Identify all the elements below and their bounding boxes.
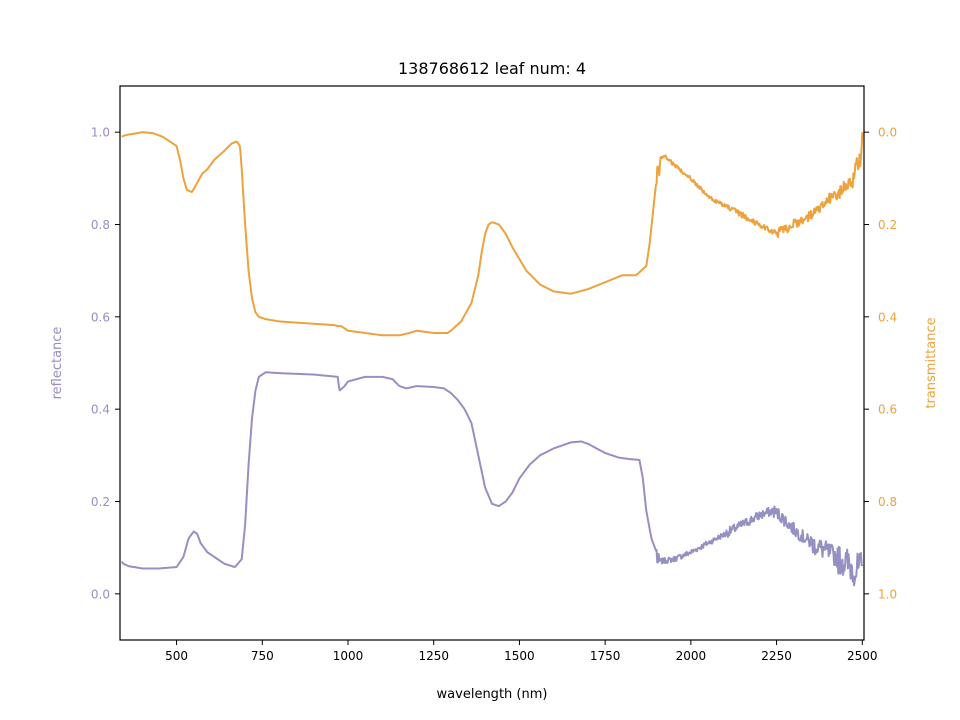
y-left-tick-label: 0.8 xyxy=(91,218,110,232)
y-left-tick-label: 0.6 xyxy=(91,310,110,324)
x-tick-label: 1250 xyxy=(418,649,449,663)
y-right-tick-label: 0.4 xyxy=(878,310,897,324)
x-tick-label: 1750 xyxy=(590,649,621,663)
reflectance-line xyxy=(120,371,864,587)
y-left-tick-label: 0.0 xyxy=(91,587,110,601)
x-tick-label: 500 xyxy=(165,649,188,663)
y-right-tick-label: 0.0 xyxy=(878,126,897,140)
y-right-tick-label: 0.6 xyxy=(878,403,897,417)
y-left-tick-label: 0.4 xyxy=(91,403,110,417)
x-axis: 500 750 1000 1250 1500 1750 2000 2250 2500 xyxy=(165,640,878,663)
axes-frame xyxy=(119,85,865,641)
x-tick-label: 2000 xyxy=(676,649,707,663)
x-tick-label: 750 xyxy=(251,649,274,663)
y-right-tick-label: 1.0 xyxy=(878,587,897,601)
series-layer xyxy=(120,131,864,587)
plot-area xyxy=(119,85,865,641)
y-right-tick-label: 0.8 xyxy=(878,495,897,509)
y-left-tick-label: 1.0 xyxy=(91,126,110,140)
x-axis-label: wavelength (nm) xyxy=(437,687,548,702)
y-left-tick-label: 0.2 xyxy=(91,495,110,509)
x-tick-label: 2250 xyxy=(761,649,792,663)
x-tick-label: 2500 xyxy=(847,649,878,663)
x-tick-label: 1500 xyxy=(504,649,535,663)
y-right-tick-label: 0.2 xyxy=(878,218,897,232)
y-axis-label-right: transmittance xyxy=(924,317,939,408)
chart-title: 138768612 leaf num: 4 xyxy=(398,59,586,78)
y-axis-left: 0.0 0.2 0.4 0.6 0.8 1.0 xyxy=(91,126,120,601)
y-axis-label-left: reflectance xyxy=(50,327,65,400)
x-tick-label: 1000 xyxy=(333,649,364,663)
transmittance-line xyxy=(121,131,864,337)
y-axis-right: 0.0 0.2 0.4 0.6 0.8 1.0 xyxy=(864,126,897,601)
